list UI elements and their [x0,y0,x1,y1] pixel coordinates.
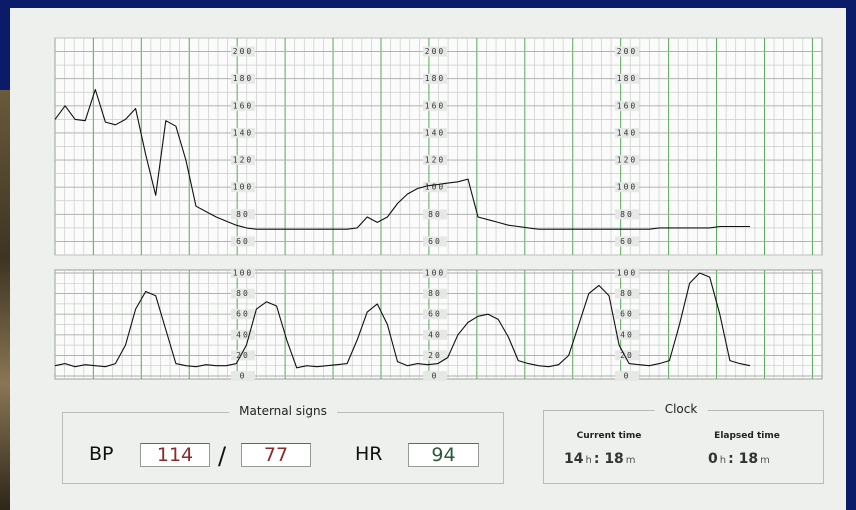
box-title: Clock [655,402,708,416]
hours: 0 [708,451,718,467]
y-tick-label: 100 [617,183,637,192]
y-tick-label: 80 [428,210,442,219]
elapsed-time-label: Elapsed time [714,431,780,441]
y-tick-label: 80 [620,210,634,219]
y-tick-label: 160 [617,101,637,110]
systolic-field: 114 [140,443,210,467]
y-tick-label: 60 [236,310,250,319]
y-tick-label: 60 [428,310,442,319]
y-tick-label: 20 [620,351,634,360]
maternal-signs-box: Maternal signs BP 114 / 77 HR 94 [62,412,504,484]
y-tick-label: 60 [620,237,634,246]
current-time-label: Current time [577,431,642,441]
y-tick-label: 200 [233,47,253,56]
y-tick-label: 140 [425,128,445,137]
y-tick-label: 160 [233,101,253,110]
y-tick-label: 120 [425,156,445,165]
y-tick-label: 160 [425,101,445,110]
y-tick-label: 80 [428,289,442,298]
y-tick-label: 0 [432,372,439,381]
y-tick-label: 180 [425,74,445,83]
ctg-charts: 60 60 60 80 80 80 100 100 100 120 120 120 140 140 140 1… [0,0,856,400]
y-tick-label: 60 [236,237,250,246]
y-tick-label: 80 [236,289,250,298]
y-tick-label: 40 [620,330,634,339]
bp-separator: / [218,442,226,470]
y-tick-label: 140 [617,128,637,137]
y-tick-label: 100 [425,269,445,278]
y-tick-label: 100 [233,269,253,278]
y-tick-label: 120 [617,156,637,165]
minutes: 18 [604,451,623,467]
y-tick-label: 0 [240,372,247,381]
unit: h [585,455,591,466]
unit: m [626,455,636,466]
y-tick-label: 180 [617,74,637,83]
hours: 14 [564,451,583,467]
y-tick-label: 100 [617,269,637,278]
bp-label: BP [89,443,114,465]
y-tick-label: 40 [428,330,442,339]
diastolic-field: 77 [241,443,311,467]
y-tick-label: 200 [425,47,445,56]
box-title: Maternal signs [229,404,337,418]
y-tick-label: 40 [236,330,250,339]
y-tick-label: 180 [233,74,253,83]
y-tick-label: 80 [236,210,250,219]
separator: : [594,451,600,467]
separator: : [728,451,734,467]
hr-field: 94 [408,443,479,467]
unit: h [720,455,726,466]
unit: m [760,455,770,466]
y-tick-label: 120 [233,156,253,165]
y-tick-label: 20 [428,351,442,360]
hr-label: HR [355,443,383,465]
y-tick-label: 100 [233,183,253,192]
minutes: 18 [739,451,758,467]
monitor-screen: 6060608080801001001001201201201401401401… [0,0,856,510]
y-tick-label: 80 [620,289,634,298]
y-tick-label: 200 [617,47,637,56]
y-tick-label: 60 [428,237,442,246]
y-tick-label: 60 [620,310,634,319]
y-tick-label: 140 [233,128,253,137]
y-tick-label: 0 [624,372,631,381]
